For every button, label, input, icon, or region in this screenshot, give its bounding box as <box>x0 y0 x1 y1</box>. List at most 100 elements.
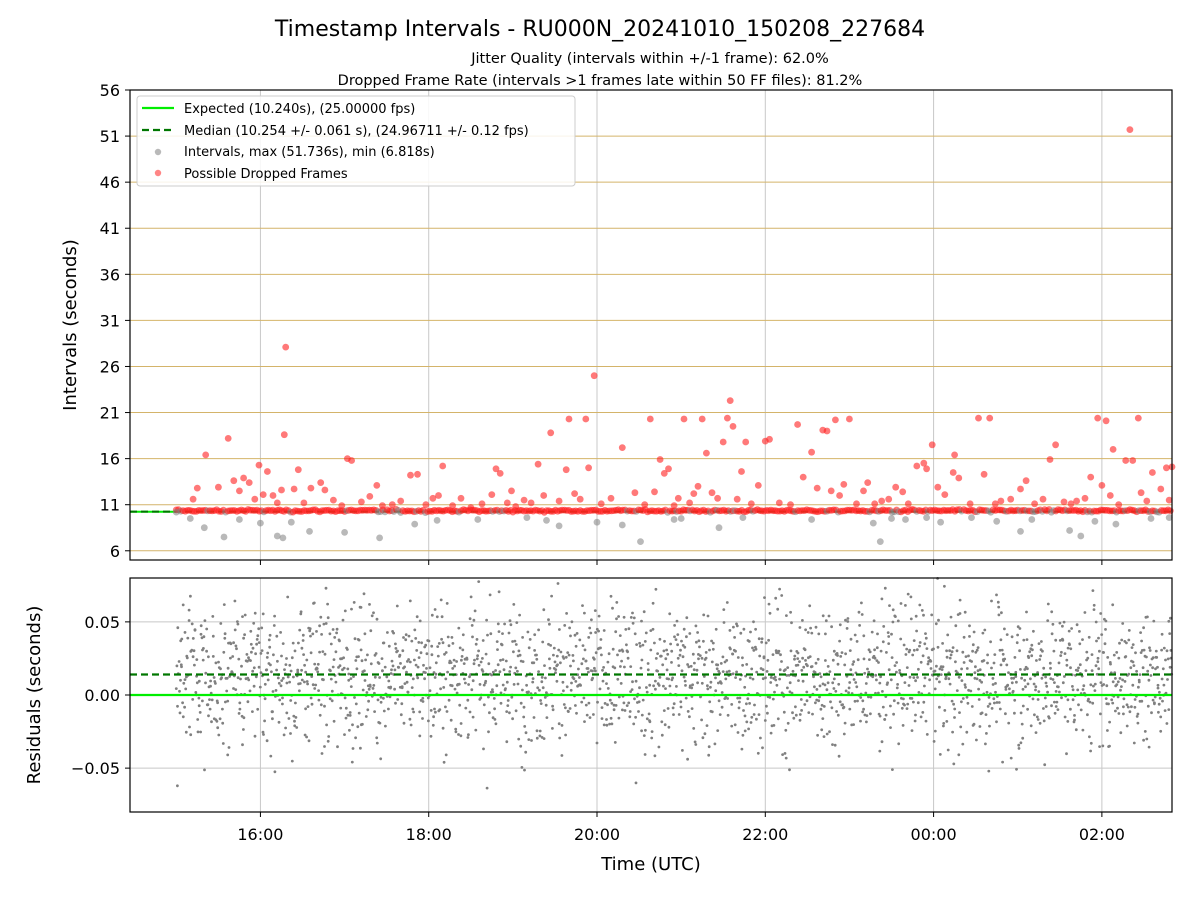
residual-point <box>885 651 888 654</box>
residual-point <box>692 668 696 672</box>
dropped-frame-point-104 <box>836 492 843 499</box>
residual-point <box>597 614 601 618</box>
residual-point <box>796 651 800 655</box>
residual-point <box>1021 736 1025 740</box>
residual-point <box>299 612 303 616</box>
residual-point <box>917 691 921 694</box>
residual-point <box>673 624 676 627</box>
residual-point <box>242 728 245 731</box>
residual-point <box>999 663 1003 667</box>
dropped-frame-point-140 <box>1073 497 1080 505</box>
residual-point <box>329 669 332 673</box>
residual-point <box>592 713 595 716</box>
residual-point <box>372 684 376 687</box>
residual-point <box>238 707 242 711</box>
residual-point <box>722 621 726 624</box>
residual-point <box>894 615 897 618</box>
residual-point <box>1130 646 1134 649</box>
residual-point <box>867 648 871 652</box>
dropped-frame-point-85 <box>726 397 734 404</box>
residual-point <box>925 733 929 736</box>
residual-point <box>961 742 965 746</box>
residual-point <box>547 618 550 622</box>
residual-point <box>522 705 526 709</box>
interval-point-35 <box>1028 516 1036 523</box>
residual-point <box>572 659 575 663</box>
residual-point <box>326 602 329 606</box>
residual-point <box>908 675 912 679</box>
residual-point <box>880 597 884 601</box>
residual-point <box>614 704 618 707</box>
residual-point <box>1060 650 1063 654</box>
residual-point <box>254 675 258 679</box>
residual-point <box>1160 632 1164 636</box>
residual-point <box>1131 643 1135 646</box>
residual-point <box>832 649 836 653</box>
intervals-ytick-label-8: 46 <box>100 173 120 192</box>
residuals-x-ticks: 16:00 18:00 20:00 22:00 00:00 02:00 <box>237 812 1125 844</box>
legend-expected-label: Expected (10.240s), (25.00000 fps) <box>184 102 415 117</box>
residual-point <box>854 681 858 684</box>
residual-point <box>495 684 499 688</box>
residual-point <box>462 662 466 665</box>
intervals-ytick-label-0: 6 <box>110 542 120 561</box>
residual-point <box>784 756 788 760</box>
legend-dropped-label: Possible Dropped Frames <box>184 167 348 182</box>
residual-point <box>1111 701 1115 705</box>
residual-point <box>751 646 754 650</box>
interval-point-29 <box>902 516 909 523</box>
dropped-frame-point-79 <box>698 415 706 423</box>
residual-point <box>574 644 578 648</box>
residual-point <box>380 657 384 660</box>
residual-point <box>1099 681 1103 684</box>
residual-point <box>849 668 853 672</box>
dropped-frame-point-152 <box>1134 414 1142 422</box>
residual-point <box>496 648 499 651</box>
residual-point <box>989 640 992 644</box>
residual-point <box>694 743 698 746</box>
residual-point <box>1050 610 1054 614</box>
dropped-frame-point-23 <box>321 486 329 494</box>
residual-point <box>702 675 706 678</box>
residual-point <box>617 695 621 699</box>
residual-point <box>922 613 925 617</box>
residual-point <box>783 752 787 755</box>
residual-point <box>919 660 923 664</box>
interval-point-10 <box>341 529 348 536</box>
residual-point <box>806 631 810 634</box>
residual-point <box>342 656 345 660</box>
residual-point <box>862 707 865 711</box>
interval-point-34 <box>1017 528 1024 535</box>
residual-point <box>461 648 465 652</box>
residual-point <box>995 701 999 704</box>
residual-point <box>248 689 252 693</box>
residual-point <box>440 637 443 641</box>
residual-point <box>706 614 710 618</box>
residual-point <box>985 732 988 735</box>
dropped-frame-point-42 <box>467 504 475 511</box>
residual-point <box>538 734 542 738</box>
residual-point <box>376 698 380 702</box>
residual-point <box>286 595 290 599</box>
residual-point <box>436 645 440 648</box>
dropped-frame-point-9 <box>251 495 259 503</box>
residual-point <box>332 658 336 661</box>
residual-point <box>1053 711 1057 715</box>
residual-point <box>1006 683 1010 687</box>
residual-point <box>280 654 283 658</box>
residual-point <box>905 666 909 669</box>
residual-point <box>926 662 930 666</box>
residual-point <box>242 716 246 720</box>
residual-point <box>647 712 651 716</box>
residual-point <box>646 668 650 672</box>
residual-point <box>1044 675 1047 679</box>
residual-point <box>1158 690 1161 694</box>
residual-point <box>658 637 662 641</box>
residual-point <box>1154 649 1158 653</box>
residual-point <box>726 713 730 717</box>
residual-point <box>832 677 836 681</box>
residual-point <box>335 631 338 635</box>
residual-point <box>752 713 756 716</box>
residual-point <box>457 626 461 630</box>
residual-point <box>421 700 425 703</box>
